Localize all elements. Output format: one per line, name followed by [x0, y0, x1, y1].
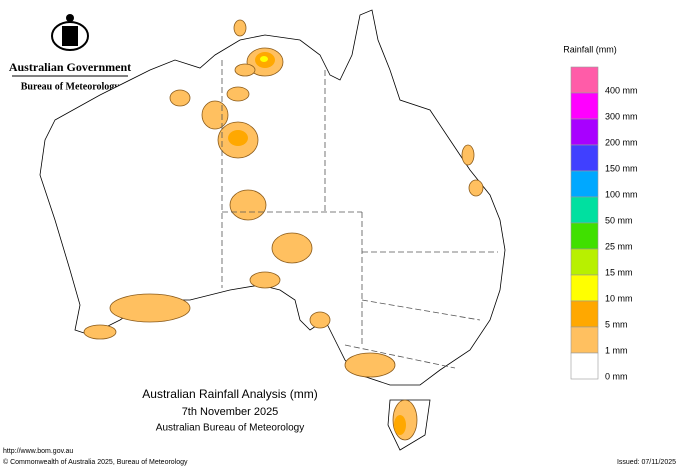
legend-label: 10 mm: [605, 293, 633, 303]
map-source: Australian Bureau of Meteorology: [156, 423, 304, 434]
legend-label: 150 mm: [605, 163, 638, 173]
legend-label: 0 mm: [605, 371, 628, 381]
legend: 400 mm 300 mm 200 mm 150 mm 100 mm 50 mm 25 mm…: [570, 66, 638, 381]
legend-swatch: [570, 196, 599, 224]
map: [39, 9, 506, 451]
header-title: Australian Government: [9, 60, 131, 74]
header-subtitle: Bureau of Meteorology: [21, 81, 120, 92]
logo: [51, 14, 89, 51]
legend-swatch: [570, 92, 599, 120]
legend-swatch: [570, 248, 599, 276]
legend-label: 15 mm: [605, 267, 633, 277]
legend-swatch: [570, 118, 599, 146]
legend-label: 1 mm: [605, 345, 628, 355]
legend-swatch: [570, 274, 599, 302]
footer-url: http://www.bom.gov.au: [3, 448, 73, 455]
footer-issued: Issued: 07/11/2025: [617, 459, 676, 466]
legend-swatch: [570, 66, 599, 94]
legend-swatch: [570, 170, 599, 198]
footer-copyright: © Commonwealth of Australia 2025, Bureau…: [3, 458, 188, 466]
legend-swatch: [570, 352, 599, 380]
legend-label: 5 mm: [605, 319, 628, 329]
legend-swatch: [570, 326, 599, 354]
legend-title: Rainfall (mm): [563, 44, 617, 54]
map-date: 7th November 2025: [182, 406, 279, 418]
map-title: Australian Rainfall Analysis (mm): [142, 387, 317, 401]
legend-label: 100 mm: [605, 189, 638, 199]
legend-label: 25 mm: [605, 241, 633, 251]
legend-swatch: [570, 300, 599, 328]
legend-swatch: [570, 144, 599, 172]
legend-swatch: [570, 222, 599, 250]
legend-label: 200 mm: [605, 137, 638, 147]
legend-label: 300 mm: [605, 111, 638, 121]
legend-label: 50 mm: [605, 215, 633, 225]
legend-label: 400 mm: [605, 85, 638, 95]
